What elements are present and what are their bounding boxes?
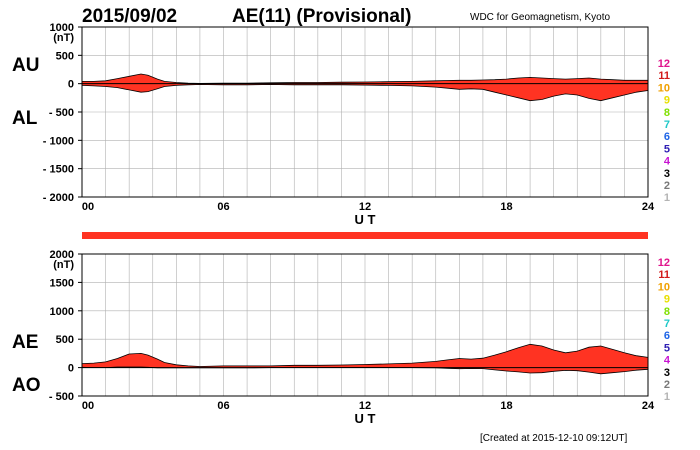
x-tick-label: 12 — [359, 201, 371, 213]
x-tick-label: 06 — [217, 400, 229, 412]
station-level-label: 9 — [664, 95, 670, 107]
y-tick-label: 0 — [68, 79, 74, 91]
area-band — [82, 74, 648, 101]
y-tick-label: 1500 — [50, 277, 74, 289]
side-label-au: AU — [12, 55, 39, 76]
station-level-label: 2 — [664, 180, 670, 192]
x-tick-label: 24 — [642, 201, 655, 213]
x-tick-label: 18 — [500, 400, 512, 412]
station-level-label: 3 — [664, 168, 670, 180]
station-level-label: 1 — [664, 391, 670, 403]
area-band — [82, 344, 648, 374]
station-level-label: 11 — [658, 269, 670, 281]
side-label-ao: AO — [12, 375, 41, 396]
x-tick-label: 18 — [500, 201, 512, 213]
station-level-label: 4 — [664, 355, 671, 367]
side-label-al: AL — [12, 108, 38, 129]
x-tick-label: 06 — [217, 201, 229, 213]
source-label: WDC for Geomagnetism, Kyoto — [470, 12, 610, 23]
station-level-label: 10 — [658, 82, 670, 94]
station-level-label: 11 — [658, 70, 670, 82]
y-tick-label: - 1000 — [43, 135, 74, 147]
station-level-label: 7 — [664, 119, 670, 131]
x-tick-label: 12 — [359, 400, 371, 412]
station-level-label: 7 — [664, 318, 670, 330]
y-tick-label: 0 — [68, 363, 74, 375]
station-level-label: 4 — [664, 156, 671, 168]
y-tick-label: 1000 — [50, 22, 74, 34]
station-level-label: 6 — [664, 330, 670, 342]
x-axis-label: U T — [355, 212, 376, 227]
station-level-label: 9 — [664, 294, 670, 306]
date-label: 2015/09/02 — [82, 6, 177, 27]
x-tick-label: 24 — [642, 400, 655, 412]
station-level-label: 8 — [664, 306, 670, 318]
series-line-al — [81, 84, 649, 102]
y-tick-label: 500 — [56, 334, 74, 346]
y-tick-label: 500 — [56, 50, 74, 62]
series-line-ae — [81, 343, 649, 367]
station-level-label: 12 — [658, 257, 670, 269]
station-level-label: 1 — [664, 192, 670, 204]
station-level-label: 6 — [664, 131, 670, 143]
x-tick-label: 00 — [82, 201, 94, 213]
plot-frame — [81, 253, 649, 397]
y-tick-label: - 2000 — [43, 192, 74, 204]
series-line-au — [82, 73, 648, 84]
unit-label: (nT) — [53, 32, 74, 44]
station-level-label: 5 — [664, 143, 670, 155]
station-level-label: 3 — [664, 367, 670, 379]
created-label: [Created at 2015-12-10 09:12UT] — [480, 433, 628, 444]
side-label-ae: AE — [12, 332, 38, 353]
x-tick-label: 00 — [82, 400, 94, 412]
y-tick-label: 1000 — [50, 306, 74, 318]
chart-title: AE(11) (Provisional) — [232, 6, 412, 27]
x-axis-label: U T — [355, 411, 376, 426]
y-tick-label: - 1500 — [43, 164, 74, 176]
y-tick-label: - 500 — [49, 107, 74, 119]
station-level-label: 2 — [664, 379, 670, 391]
station-level-label: 12 — [658, 58, 670, 70]
unit-label: (nT) — [53, 259, 74, 271]
station-level-label: 10 — [658, 281, 670, 293]
station-level-label: 5 — [664, 342, 670, 354]
y-tick-label: - 500 — [49, 391, 74, 403]
station-level-label: 8 — [664, 107, 670, 119]
y-tick-label: 2000 — [50, 249, 74, 261]
station-availability-bar — [82, 232, 648, 239]
